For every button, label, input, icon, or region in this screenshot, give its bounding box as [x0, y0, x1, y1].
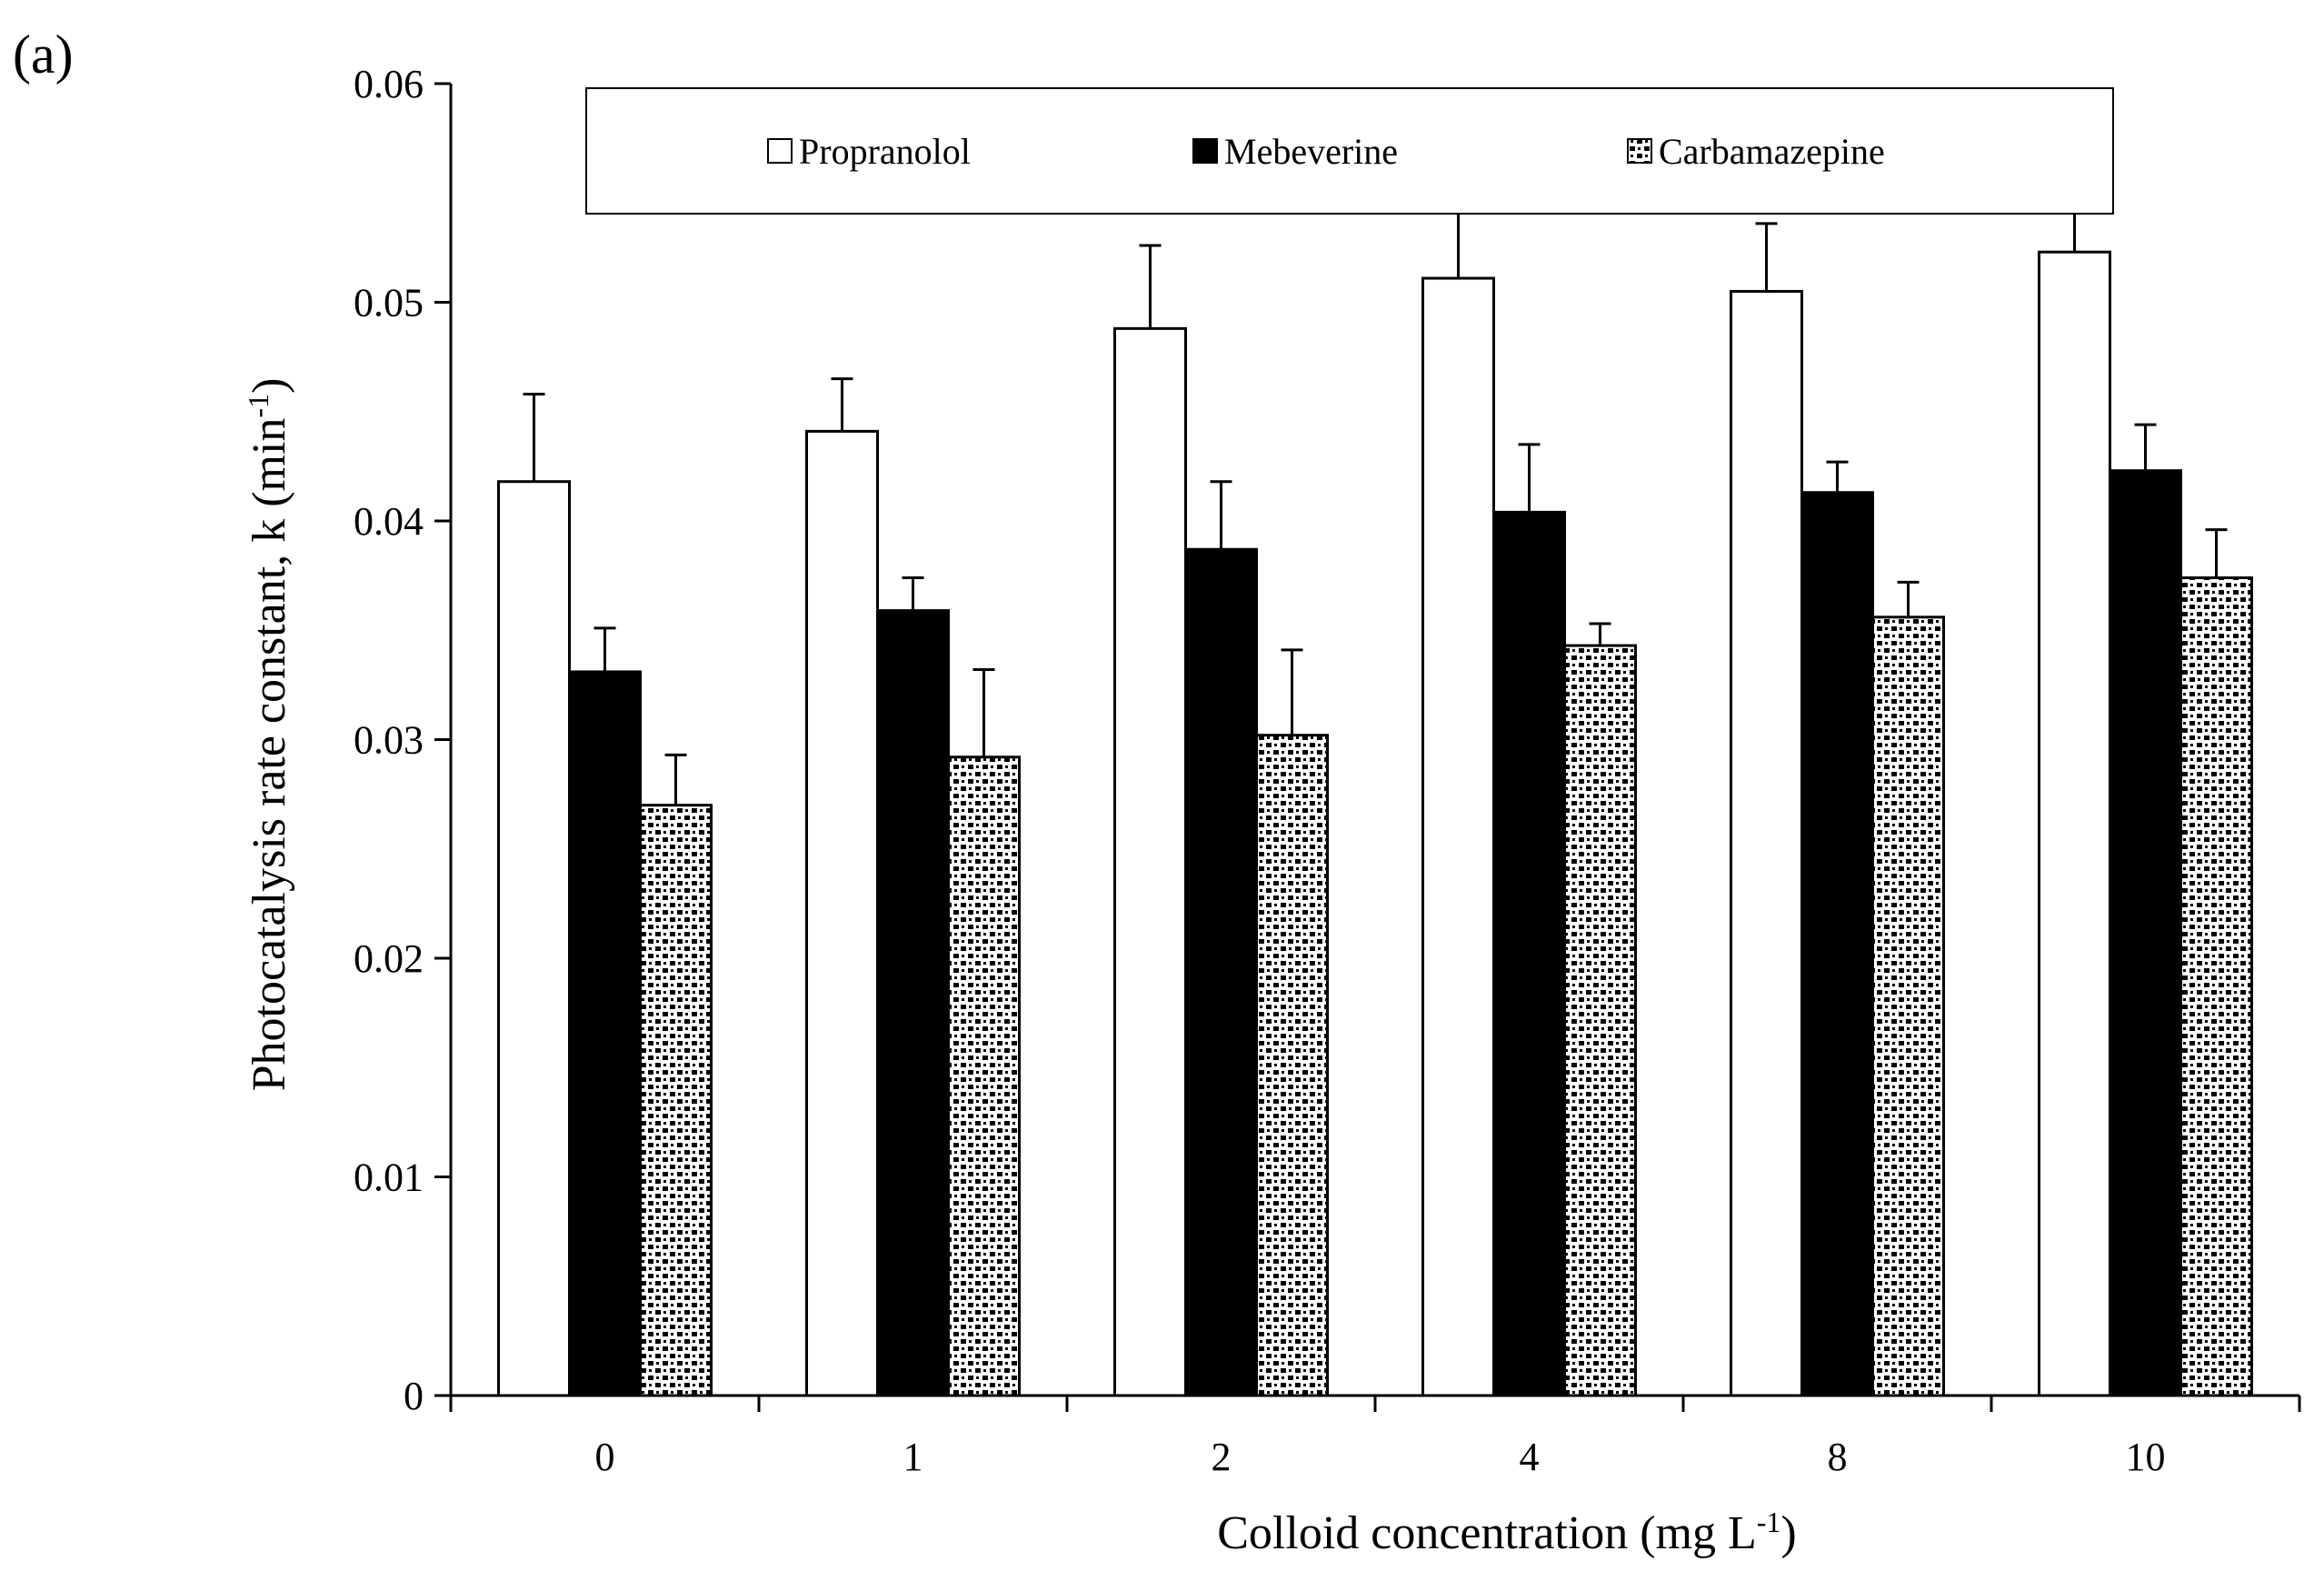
bar-carbamazepine-0	[639, 804, 713, 1397]
bar-propranolol-4	[1421, 276, 1495, 1397]
legend-swatch-carbamazepine	[1627, 138, 1652, 164]
y-tick-label-0.05: 0.05	[354, 281, 424, 325]
legend-label-propranolol: Propranolol	[799, 131, 971, 172]
bar-mebeverine-4	[1492, 510, 1566, 1397]
tick-labels: 0 1 2 4 8 10 0 0.01 0.02 0.03 0.04 0.05 0.06	[354, 62, 2166, 1479]
error-bars	[523, 211, 2228, 806]
legend-swatch-mebeverine	[1192, 138, 1218, 164]
bar-propranolol-10	[2038, 250, 2111, 1397]
y-tick-label-0.01: 0.01	[354, 1156, 424, 1200]
x-axis-title-main: Colloid concentration (mg L	[1217, 1507, 1757, 1559]
legend-box	[585, 87, 2114, 215]
x-axis-title-suffix: )	[1780, 1507, 1796, 1559]
panel-label: (a)	[13, 25, 74, 85]
bar-carbamazepine-4	[1563, 644, 1637, 1397]
bar-carbamazepine-2	[1255, 734, 1329, 1397]
y-tick-label-0.02: 0.02	[354, 936, 424, 981]
y-tick-label-0.06: 0.06	[354, 62, 424, 106]
bar-mebeverine-8	[1800, 491, 1874, 1397]
legend-label-mebeverine: Mebeverine	[1224, 131, 1398, 172]
bar-mebeverine-1	[876, 609, 950, 1397]
legend: Propranolol Mebeverine Carbamazepine	[585, 87, 2114, 215]
y-axis-title-sup: -1	[242, 394, 274, 418]
y-tick-label-0.04: 0.04	[354, 499, 424, 544]
axes	[434, 82, 2301, 1412]
y-axis-title-main: Photocatalysis rate constant, k (min	[244, 418, 295, 1092]
x-tick-label-1: 1	[903, 1435, 923, 1479]
legend-label-carbamazepine: Carbamazepine	[1659, 131, 1885, 172]
x-tick-label-0: 0	[595, 1435, 615, 1479]
y-tick-label-0.03: 0.03	[354, 718, 424, 763]
bar-propranolol-1	[805, 429, 879, 1397]
legend-swatch-propranolol	[767, 138, 793, 164]
bar-propranolol-8	[1730, 289, 1803, 1397]
x-tick-label-2: 2	[1212, 1435, 1232, 1479]
bar-mebeverine-0	[568, 670, 642, 1397]
bar-carbamazepine-8	[1871, 615, 1945, 1397]
x-tick-label-8: 8	[1828, 1435, 1848, 1479]
x-axis-title-sup: -1	[1757, 1506, 1781, 1538]
bar-mebeverine-10	[2109, 469, 2182, 1397]
x-axis-title: Colloid concentration (mg L-1)	[1217, 1506, 1797, 1559]
x-tick-label-4: 4	[1520, 1435, 1540, 1479]
y-axis-title: Photocatalysis rate constant, k (min-1)	[242, 378, 295, 1092]
bar-propranolol-2	[1113, 326, 1187, 1397]
bar-carbamazepine-1	[947, 755, 1021, 1397]
y-axis-title-suffix: )	[244, 378, 295, 394]
bar-carbamazepine-10	[2179, 576, 2253, 1397]
bar-propranolol-0	[497, 480, 571, 1397]
x-tick-label-10: 10	[2126, 1435, 2166, 1479]
y-tick-label-0: 0	[404, 1374, 424, 1418]
bar-mebeverine-2	[1184, 547, 1258, 1397]
bars	[497, 250, 2253, 1397]
